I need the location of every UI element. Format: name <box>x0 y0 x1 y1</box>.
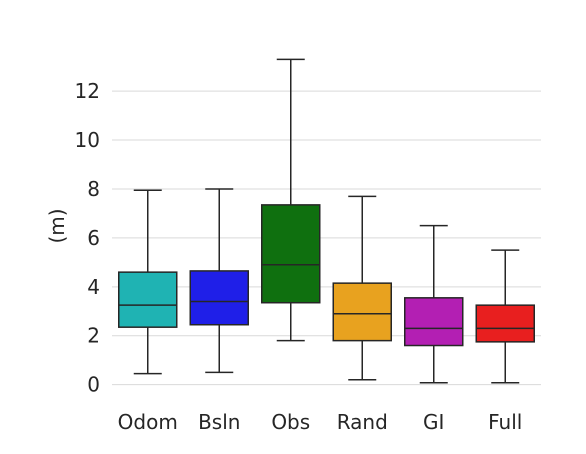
iqr-box-obs <box>261 204 321 304</box>
iqr-box-full <box>475 304 535 343</box>
y-tick-label-0: 0 <box>87 373 100 397</box>
x-tick-label-rand: Rand <box>337 410 388 434</box>
box-odom <box>118 189 178 375</box>
box-gi <box>404 224 464 384</box>
y-tick-labels: 0 2 4 6 8 10 12 <box>75 79 100 397</box>
grid-lines <box>112 90 541 386</box>
x-tick-label-full: Full <box>488 410 522 434</box>
x-tick-label-gi: GI <box>423 410 444 434</box>
y-tick-label-2: 2 <box>87 324 100 348</box>
box-bsln <box>189 188 249 374</box>
iqr-box-rand <box>332 282 392 342</box>
y-axis-label: (m) <box>45 208 69 243</box>
y-tick-label-10: 10 <box>75 128 100 152</box>
box-obs <box>261 58 321 342</box>
x-tick-label-odom: Odom <box>118 410 178 434</box>
y-tick-label-6: 6 <box>87 226 100 250</box>
box-full <box>475 249 535 384</box>
x-tick-label-bsln: Bsln <box>198 410 240 434</box>
boxes <box>118 58 535 384</box>
iqr-box-odom <box>118 271 178 328</box>
y-tick-label-8: 8 <box>87 177 100 201</box>
y-tick-label-12: 12 <box>75 79 100 103</box>
iqr-box-bsln <box>189 270 249 326</box>
x-tick-labels: Odom Bsln Obs Rand GI Full <box>118 410 523 434</box>
box-rand <box>332 195 392 381</box>
iqr-box-gi <box>404 297 464 347</box>
y-tick-label-4: 4 <box>87 275 100 299</box>
x-tick-label-obs: Obs <box>271 410 310 434</box>
